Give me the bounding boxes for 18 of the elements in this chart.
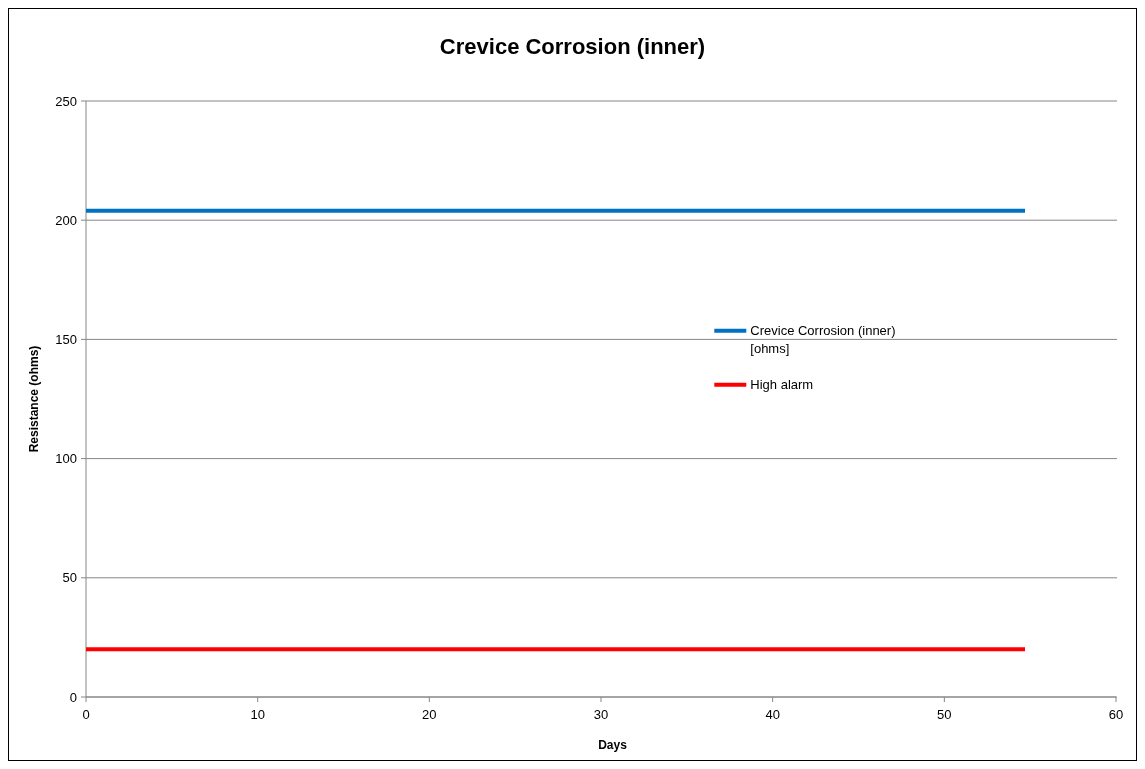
y-axis-title: Resistance (ohms) — [27, 345, 41, 453]
x-axis-title: Days — [598, 738, 628, 752]
x-tick-label: 20 — [422, 707, 437, 722]
legend-label: High alarm — [750, 376, 814, 392]
y-tick-label: 50 — [62, 570, 77, 586]
y-tick-label: 100 — [55, 451, 77, 467]
y-tick-label: 250 — [55, 93, 77, 109]
x-tick-label: 10 — [250, 707, 265, 722]
x-tick-label: 40 — [765, 707, 780, 722]
chart-title: Crevice Corrosion (inner) — [439, 34, 706, 59]
x-tick-label: 50 — [937, 707, 952, 722]
x-tick-label: 60 — [1108, 707, 1124, 722]
legend-label: Crevice Corrosion (inner) [ohms] — [750, 322, 896, 356]
y-tick-label: 150 — [55, 331, 77, 347]
y-tick-label: 0 — [69, 689, 77, 705]
x-tick-label: 0 — [82, 707, 90, 722]
y-tick-label: 200 — [55, 212, 77, 228]
x-tick-label: 30 — [593, 707, 609, 722]
